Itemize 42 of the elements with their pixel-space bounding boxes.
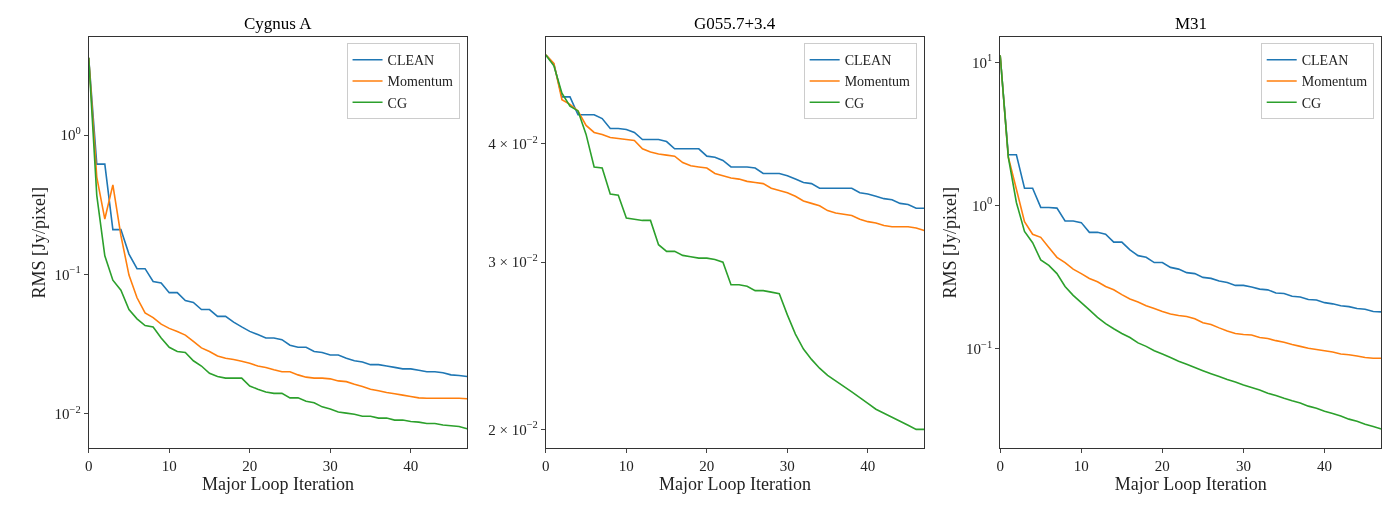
chart-title: G055.7+3.4 <box>694 14 776 33</box>
legend-label: Momentum <box>844 74 911 90</box>
y-tick-label: 3 × 10$^{−2}$ <box>488 252 538 271</box>
x-tick-label: 20 <box>699 458 715 475</box>
x-tick-label: 30 <box>322 458 338 475</box>
y-tick-label: 10$^{−1}$ <box>54 264 81 283</box>
x-tick-label: 0 <box>996 458 1004 475</box>
x-tick-label: 20 <box>242 458 258 475</box>
chart-title: M31 <box>1175 14 1208 33</box>
x-axis-title: Major Loop Iteration <box>659 474 812 495</box>
legend-label: CG <box>844 95 865 111</box>
x-tick-label: 0 <box>84 458 93 475</box>
y-tick-label: 10$^{1}$ <box>971 52 993 71</box>
x-axis-title: Major Loop Iteration <box>1114 474 1267 495</box>
y-tick-label: 2 × 10$^{−2}$ <box>488 419 538 438</box>
legend-label: CG <box>1301 95 1322 111</box>
line-series <box>545 54 925 431</box>
y-tick-label: 10$^{0}$ <box>60 125 81 144</box>
legend-label: Momentum <box>387 74 453 90</box>
legend-label: CG <box>387 95 407 111</box>
x-axis-title: Major Loop Iteration <box>201 474 354 495</box>
legend-label: CLEAN <box>387 53 435 69</box>
y-tick-label: 10$^{−1}$ <box>966 338 993 358</box>
x-tick-label: 10 <box>618 458 634 475</box>
chart-title: Cygnus A <box>244 14 313 33</box>
x-tick-label: 0 <box>542 458 550 475</box>
x-tick-label: 10 <box>161 458 177 475</box>
x-tick-label: 30 <box>1235 458 1251 475</box>
x-tick-label: 20 <box>1154 458 1170 475</box>
x-tick-label: 40 <box>1317 458 1333 475</box>
legend-label: Momentum <box>1301 74 1368 90</box>
y-tick-label: 10$^{−2}$ <box>54 403 81 422</box>
x-tick-label: 10 <box>1073 458 1089 475</box>
x-tick-label: 40 <box>403 458 419 475</box>
y-tick-label: 4 × 10$^{−2}$ <box>488 133 538 152</box>
y-axis-title: RMS [Jy/pixel] <box>940 186 961 299</box>
x-tick-label: 40 <box>860 458 876 475</box>
y-axis-title: RMS [Jy/pixel] <box>28 186 49 299</box>
legend-label: CLEAN <box>844 53 892 69</box>
legend-label: CLEAN <box>1301 53 1349 69</box>
x-tick-label: 30 <box>779 458 795 475</box>
y-tick-label: 10$^{0}$ <box>971 195 993 214</box>
